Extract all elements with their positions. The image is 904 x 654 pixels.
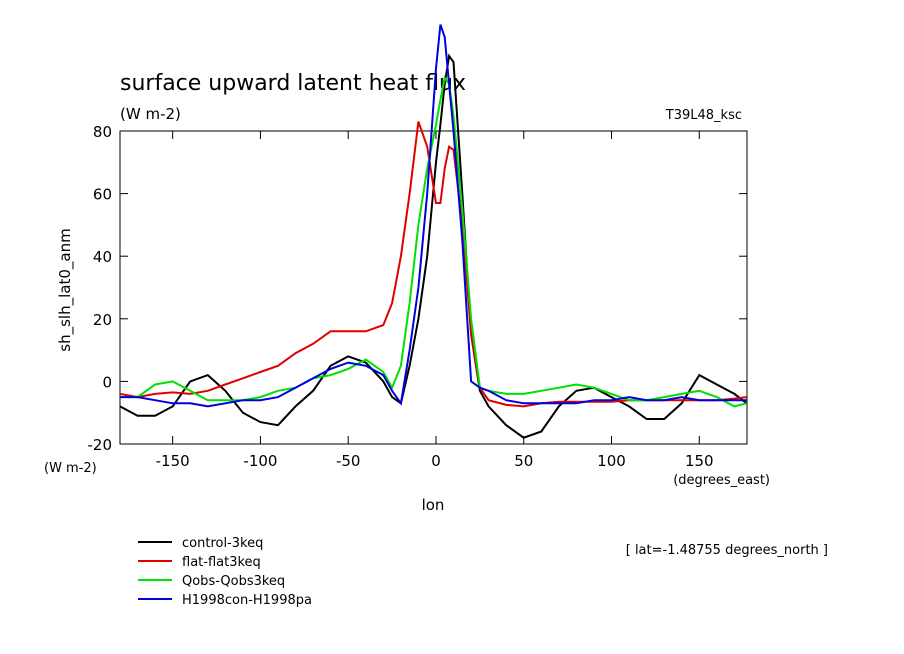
series-line [119,53,748,439]
plot-frame [119,130,748,445]
series-line [120,24,747,408]
legend-label: H1998con-H1998pa [182,593,312,608]
y-axis-label: sh_slh_lat0_anm [56,228,75,351]
x-units: (degrees_east) [673,473,770,488]
chart-title: surface upward latent heat flux [120,71,466,96]
legend-label: Qobs-Qobs3keq [182,574,285,589]
series-line [120,75,747,408]
annotation: T39L48_ksc [665,108,742,123]
y-units: (W m-2) [44,461,97,476]
x-tick-label: -50 [336,452,361,470]
legend-label: control-3keq [182,536,263,551]
legend-label: flat-flat3keq [182,555,261,570]
series-line [119,121,747,408]
y-tick-label: 80 [93,123,112,141]
x-tick-label: 50 [514,452,533,470]
y-tick-label: 20 [93,311,112,329]
note: [ lat=-1.48755 degrees_north ] [626,543,828,558]
x-tick-label: -150 [156,452,190,470]
y-tick-label: 40 [93,248,112,266]
x-axis-label: lon [422,496,445,514]
y-tick-label: 0 [102,373,112,391]
y-tick-label: -20 [88,436,113,454]
y-tick-label: 60 [93,186,112,204]
x-tick-label: -100 [243,452,277,470]
x-tick-label: 150 [685,452,714,470]
x-tick-label: 0 [431,452,441,470]
chart-subtitle: (W m-2) [120,105,181,123]
x-tick-label: 100 [597,452,626,470]
